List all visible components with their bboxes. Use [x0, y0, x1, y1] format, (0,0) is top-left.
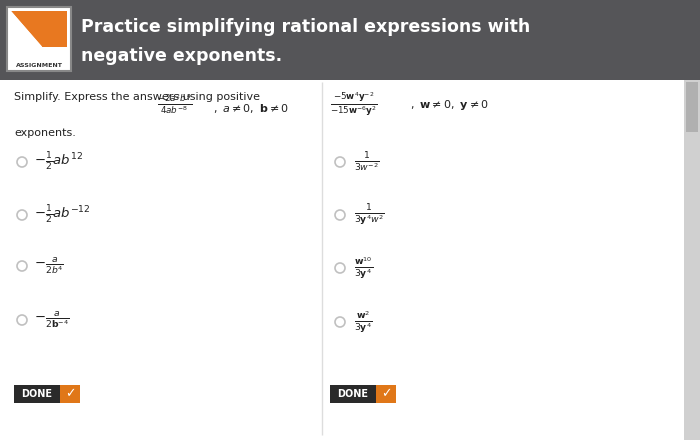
- Text: $-\frac{1}{2}\mathit{ab}^{-12}$: $-\frac{1}{2}\mathit{ab}^{-12}$: [34, 204, 91, 226]
- Text: Simplify. Express the answers using positive: Simplify. Express the answers using posi…: [14, 92, 260, 102]
- FancyBboxPatch shape: [60, 385, 80, 403]
- FancyBboxPatch shape: [14, 385, 60, 403]
- Text: $\frac{1}{3w^{-2}}$: $\frac{1}{3w^{-2}}$: [354, 150, 379, 174]
- Text: negative exponents.: negative exponents.: [81, 47, 282, 65]
- Text: exponents.: exponents.: [14, 128, 76, 138]
- FancyBboxPatch shape: [0, 0, 700, 80]
- Polygon shape: [11, 11, 42, 63]
- Text: ASSIGNMENT: ASSIGNMENT: [15, 63, 62, 68]
- Text: $-\frac{a}{2b^4}$: $-\frac{a}{2b^4}$: [34, 256, 64, 276]
- Text: $\frac{\mathbf{w}^2}{3\mathbf{y}^4}$: $\frac{\mathbf{w}^2}{3\mathbf{y}^4}$: [354, 309, 372, 335]
- Text: ✓: ✓: [64, 388, 76, 400]
- Text: $,\ \mathbf{w}\neq 0,\ \mathbf{y}\neq 0$: $,\ \mathbf{w}\neq 0,\ \mathbf{y}\neq 0$: [410, 98, 489, 112]
- FancyBboxPatch shape: [330, 385, 376, 403]
- FancyBboxPatch shape: [686, 82, 698, 132]
- Text: $\frac{-5\mathbf{w}^4\mathbf{y}^{-2}}{-15\mathbf{w}^{-6}\mathbf{y}^{2}}$: $\frac{-5\mathbf{w}^4\mathbf{y}^{-2}}{-1…: [330, 90, 378, 117]
- Text: Practice simplifying rational expressions with: Practice simplifying rational expression…: [81, 18, 531, 36]
- Text: $-\frac{1}{2}\mathit{ab}^{12}$: $-\frac{1}{2}\mathit{ab}^{12}$: [34, 151, 83, 173]
- Text: DONE: DONE: [22, 389, 52, 399]
- Text: $-\frac{a}{2\mathbf{b}^{-4}}$: $-\frac{a}{2\mathbf{b}^{-4}}$: [34, 309, 69, 330]
- FancyBboxPatch shape: [7, 7, 71, 71]
- Polygon shape: [11, 11, 67, 47]
- Text: $,\ a\neq 0,\ \mathbf{b}\neq 0$: $,\ a\neq 0,\ \mathbf{b}\neq 0$: [213, 102, 289, 115]
- Text: DONE: DONE: [337, 389, 368, 399]
- Text: $\frac{\mathbf{w}^{10}}{3\mathbf{y}^4}$: $\frac{\mathbf{w}^{10}}{3\mathbf{y}^4}$: [354, 255, 373, 281]
- FancyBboxPatch shape: [0, 80, 684, 440]
- FancyBboxPatch shape: [376, 385, 396, 403]
- Text: $\frac{-2a^2b^4}{4ab^{-8}}$: $\frac{-2a^2b^4}{4ab^{-8}}$: [158, 92, 192, 116]
- Text: $\frac{1}{3\mathbf{y}^4w^2}$: $\frac{1}{3\mathbf{y}^4w^2}$: [354, 202, 385, 228]
- FancyBboxPatch shape: [684, 80, 700, 440]
- Text: ✓: ✓: [381, 388, 391, 400]
